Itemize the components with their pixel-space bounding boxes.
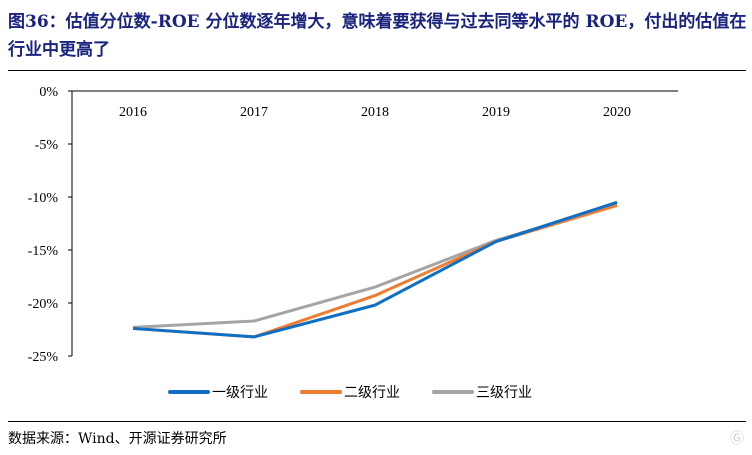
title-divider bbox=[8, 70, 746, 71]
y-tick-label: -15% bbox=[28, 244, 59, 259]
figure-title: 图36：估值分位数-ROE 分位数逐年增大，意味着要获得与过去同等水平的 ROE… bbox=[8, 12, 747, 60]
y-tick-label: -5% bbox=[35, 138, 59, 153]
y-tick-label: -25% bbox=[28, 350, 59, 365]
legend-label-2: 二级行业 bbox=[344, 385, 400, 401]
line-chart: 0% -5% -10% -15% -20% -25% 2016 2017 2018 2019 202… bbox=[28, 85, 678, 401]
x-tick-label: 2016 bbox=[119, 105, 147, 120]
y-tick-label: 0% bbox=[39, 85, 58, 100]
y-tick-label: -10% bbox=[28, 191, 59, 206]
x-tick-label: 2020 bbox=[603, 105, 631, 120]
watermark-logo: Ⓖ bbox=[730, 431, 744, 447]
x-tick-label: 2017 bbox=[240, 105, 268, 120]
legend-label-1: 一级行业 bbox=[212, 385, 268, 401]
source-divider bbox=[8, 421, 746, 422]
y-tick-label: -20% bbox=[28, 297, 59, 312]
source-note: 数据来源：Wind、开源证券研究所 bbox=[8, 431, 227, 447]
series-line-1 bbox=[132, 200, 618, 339]
x-tick-label: 2019 bbox=[482, 105, 510, 120]
legend-label-3: 三级行业 bbox=[476, 385, 532, 401]
series-line-3 bbox=[132, 202, 618, 329]
x-tick-label: 2018 bbox=[361, 105, 389, 120]
